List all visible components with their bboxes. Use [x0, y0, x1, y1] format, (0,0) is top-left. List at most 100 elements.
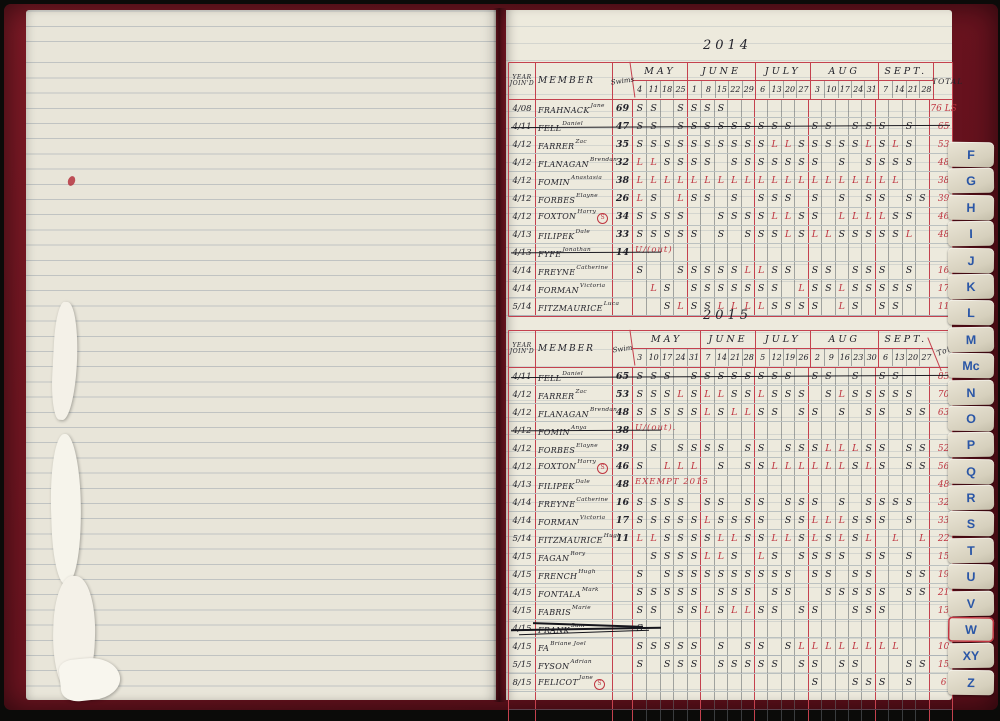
mark-cell: S [807, 548, 821, 565]
total-cell [928, 244, 958, 261]
mark-cell [700, 458, 713, 475]
mark-cell [888, 404, 901, 421]
swims-count: 53 [613, 386, 633, 403]
mark-cell: S [636, 515, 643, 526]
mark-cell [659, 118, 673, 135]
member-surname: FORMANVictoria [538, 282, 606, 295]
mark-cell: S [794, 494, 807, 511]
mark-cell: S [636, 641, 643, 652]
mark-cell [794, 190, 807, 207]
mark-cell: L [740, 298, 754, 315]
mark-cell: L [673, 298, 686, 315]
year-joined-cell: 4/12 [509, 172, 536, 189]
mark-cell: S [861, 404, 874, 421]
mark-cell: S [713, 368, 727, 385]
mark-cell: S [636, 371, 643, 382]
index-tab-g: G [947, 168, 995, 194]
mark-cell [700, 656, 713, 673]
mark-cell: S [848, 458, 861, 475]
member-row: 4/13 FILIPEKDale 33 S S S S S S S S S L S L L S S S S S L 48 [509, 226, 952, 244]
right-ledger-page: 2014 YEAR JOIN'D MEMBER Swims MAY 4 11 18 25 JUNE 1… [506, 10, 968, 721]
mark-cell: S [901, 584, 915, 601]
total-cell: 39 [928, 190, 958, 207]
mark-cell [915, 494, 928, 511]
date-header: 25 [673, 81, 686, 98]
mark-cell [659, 100, 673, 117]
mark-cell [834, 244, 848, 261]
mark-cell: S [646, 440, 659, 457]
swims-count [613, 602, 633, 619]
mark-cell: L [780, 136, 794, 153]
mark-cell: L [861, 638, 874, 655]
mark-cell: L [636, 533, 643, 544]
mark-cell: S [780, 566, 794, 583]
member-surname: FARRERZac [538, 138, 587, 151]
date-header: 30 [864, 349, 877, 366]
mark-cell [834, 422, 848, 439]
mark-cell [807, 100, 821, 117]
month-group-MAY: MAY 4 11 18 25 [633, 63, 687, 99]
mark-cell: L [794, 172, 807, 189]
mark-cell [740, 476, 754, 493]
mark-cell: S [727, 280, 740, 297]
mark-cell: S [807, 262, 821, 279]
mark-cell: S [636, 121, 643, 132]
left-blank-page [26, 10, 496, 704]
mark-cell: L [727, 404, 740, 421]
mark-cell: L [740, 602, 754, 619]
mark-cell: S [794, 404, 807, 421]
date-header: 28 [741, 349, 755, 366]
mark-cell [780, 674, 794, 691]
member-first-name: Harry [577, 209, 597, 215]
date-header: 6 [760, 85, 766, 94]
mark-cell [901, 244, 915, 261]
mark-cell [915, 118, 928, 135]
date-header: 19 [782, 349, 796, 366]
swims-count: 11 [613, 530, 633, 547]
swims-count: 65 [613, 368, 633, 385]
mark-cell [646, 656, 659, 673]
mark-cell: L [821, 440, 834, 457]
mark-cell: S [821, 118, 834, 135]
member-surname: FELLDaniel [538, 370, 583, 383]
mark-cell: L [646, 280, 659, 297]
mark-cell: S [659, 530, 673, 547]
index-tab-w: W [947, 616, 995, 643]
mark-cell: S [861, 512, 874, 529]
mark-cell [727, 674, 740, 691]
mark-cell [767, 494, 780, 511]
mark-cell: S [646, 190, 659, 207]
member-first-name: Catherine [576, 264, 609, 271]
mark-cell [821, 656, 834, 673]
year-joined-cell: 4/13 [509, 476, 536, 493]
mark-cell: S [834, 136, 848, 153]
total-cell: 70 [928, 386, 958, 403]
mark-cell: S [794, 298, 807, 315]
mark-cell: S [834, 548, 848, 565]
mark-cell: S [861, 440, 874, 457]
swims-count: 35 [613, 136, 633, 153]
mark-cell: S [740, 440, 754, 457]
mark-cell [659, 190, 673, 207]
month-label: SEPT. [878, 63, 933, 81]
total-cell: 19 [928, 566, 958, 583]
mark-cell [740, 548, 754, 565]
mark-cell: S [767, 190, 780, 207]
mark-cell [673, 368, 686, 385]
mark-cell: S [727, 154, 740, 171]
mark-cell: S [740, 530, 754, 547]
member-row: 5/14 FITZMAURICELuca S L S S L L L L S S S S L S S S 11 [509, 298, 952, 316]
mark-cell [727, 244, 740, 261]
mark-cell: S [753, 458, 767, 475]
member-surname: FOMINAnya [538, 424, 587, 437]
table-header: YEAR JOIN'D MEMBER Swims MAY 4 11 18 25 JUNE 1 8 15 2… [509, 61, 962, 101]
mark-cell: S [834, 404, 848, 421]
mark-cell: L [915, 530, 928, 547]
mark-cell: S [767, 226, 780, 243]
member-row: 4/15 FONTALAMark S S S S S S S S S S S S S S S S S 21 [509, 584, 952, 602]
mark-cell: S [636, 389, 643, 400]
mark-cell: S [780, 190, 794, 207]
mark-cell [901, 530, 915, 547]
mark-cell [821, 244, 834, 261]
member-surname: FELICOTJaneS [538, 675, 606, 690]
